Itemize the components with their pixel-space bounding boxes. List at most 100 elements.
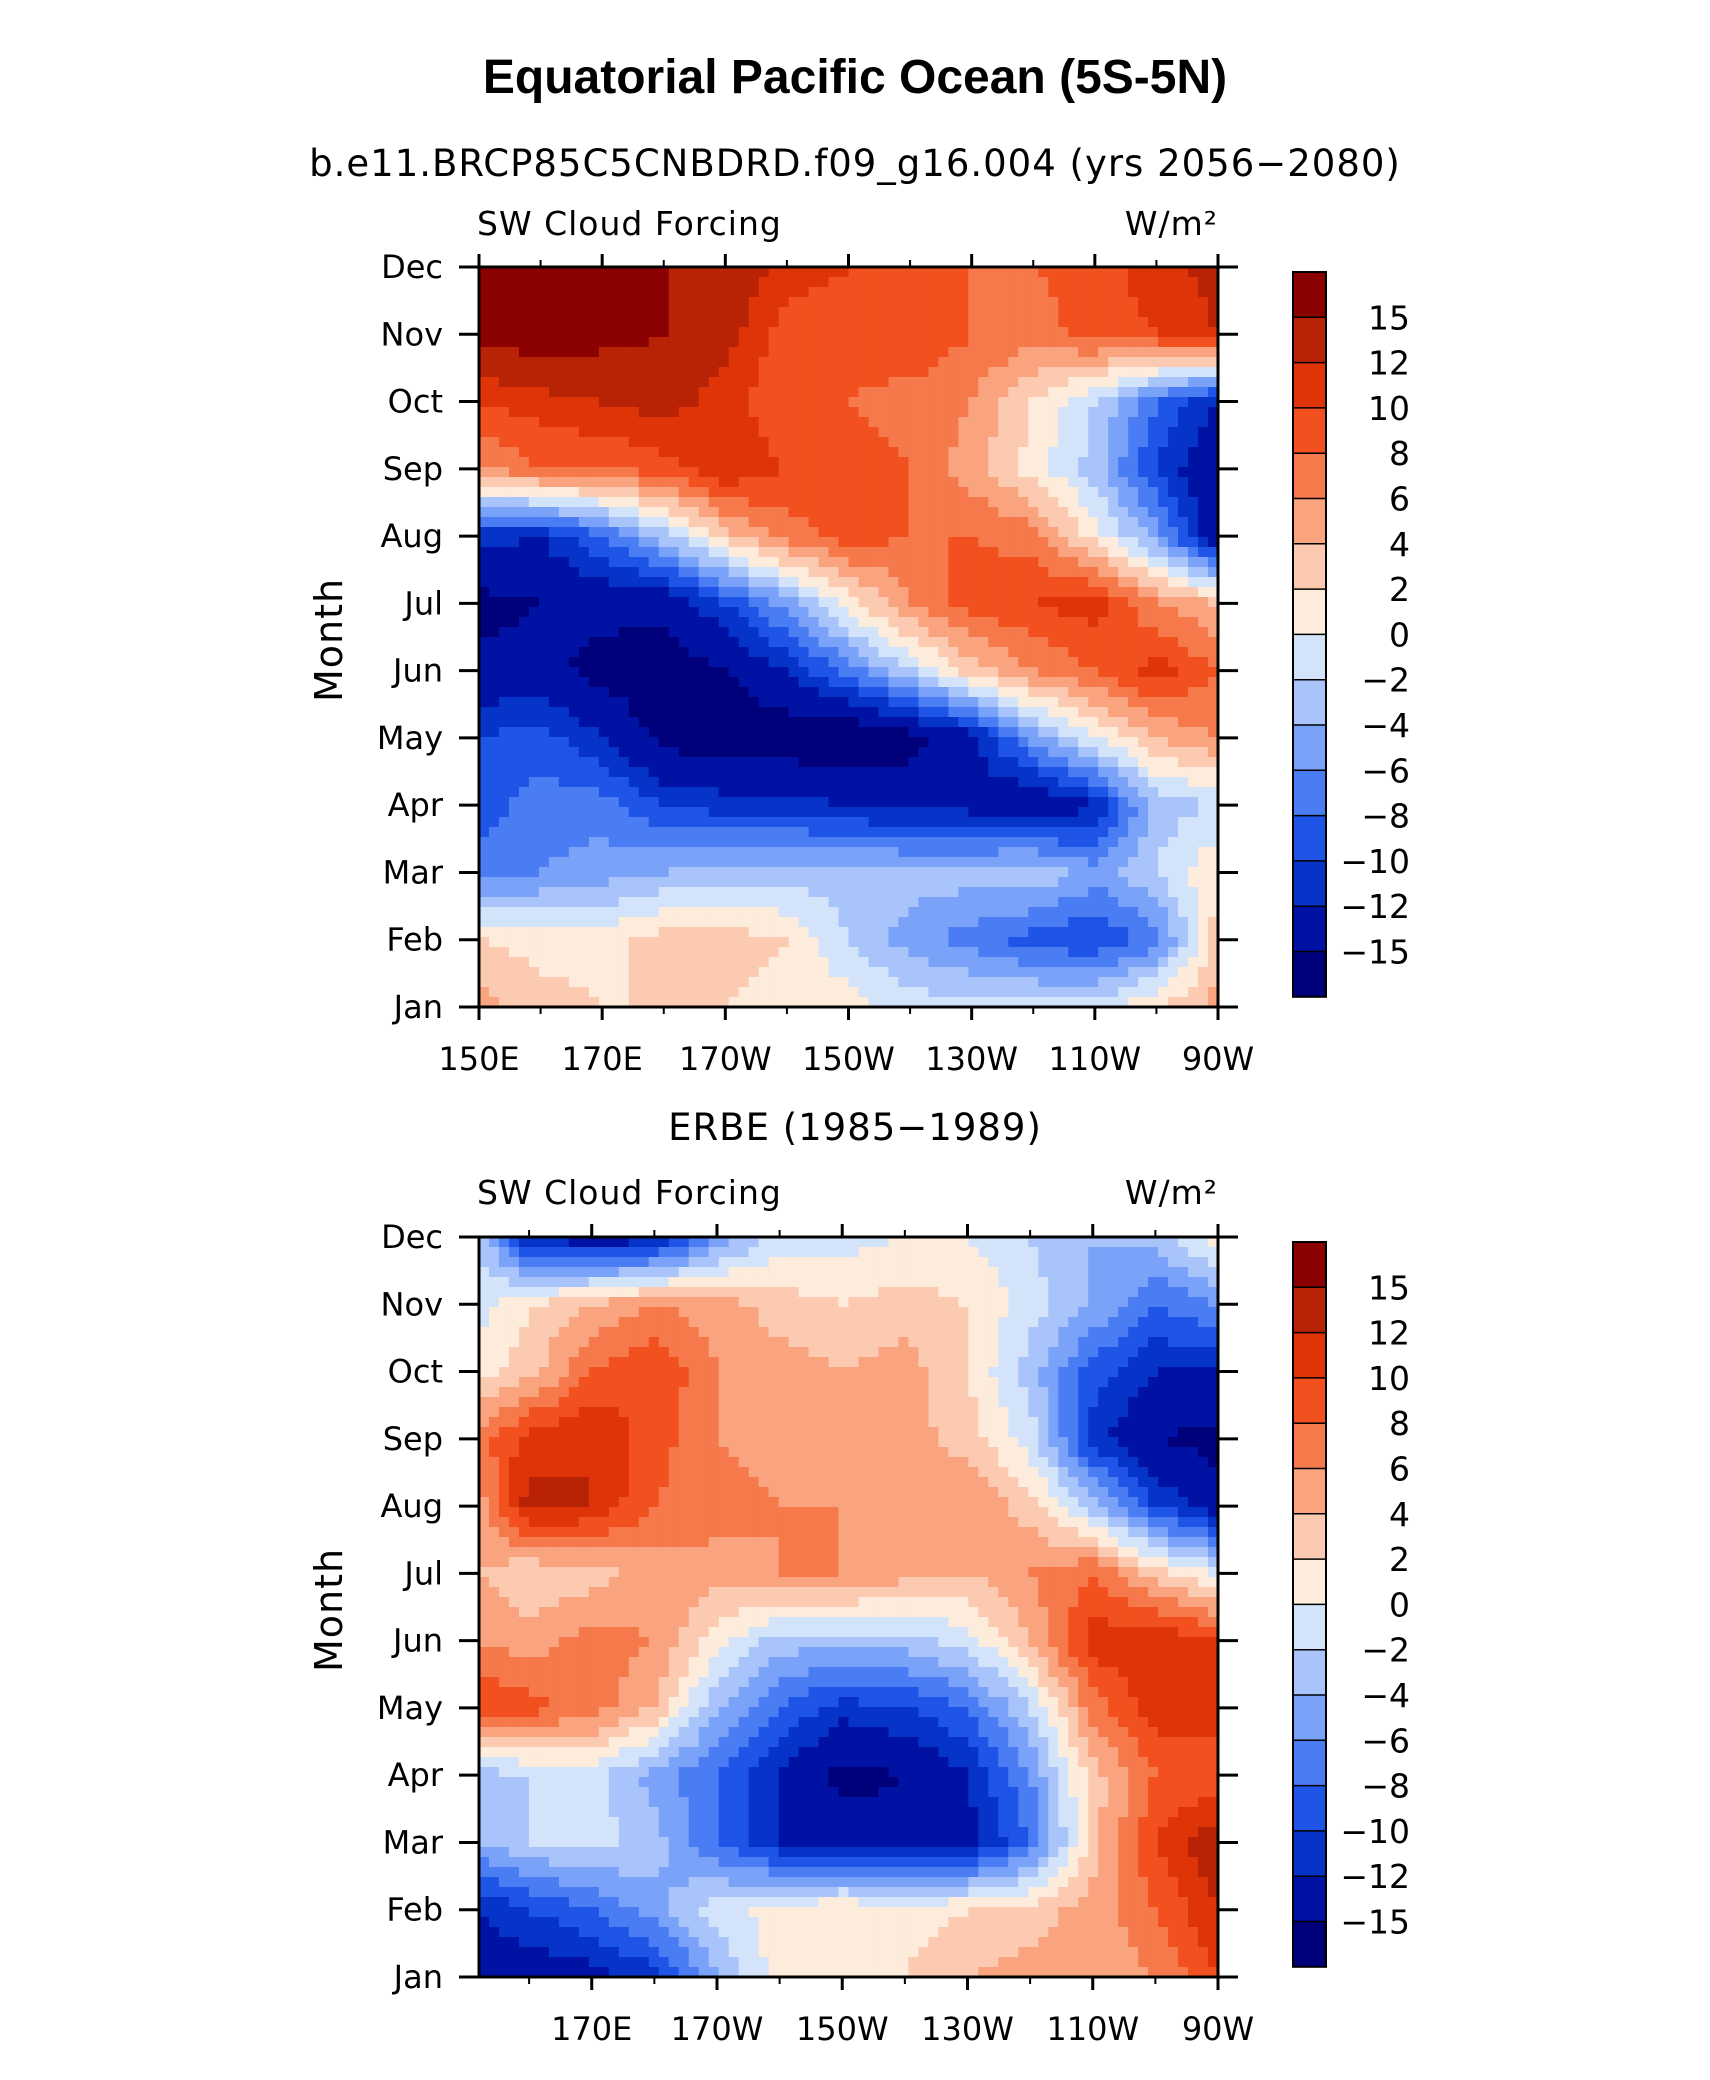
heatmap-cell: [708, 397, 720, 408]
heatmap-cell: [1168, 697, 1179, 708]
heatmap-cell: [708, 417, 720, 428]
heatmap-cell: [568, 737, 580, 748]
heatmap-cell: [548, 547, 560, 558]
heatmap-cell: [1188, 597, 1199, 608]
heatmap-cell: [1028, 547, 1039, 558]
heatmap-cell: [688, 777, 700, 788]
heatmap-cell: [698, 657, 710, 668]
heatmap-cell: [828, 857, 840, 868]
heatmap-cell: [498, 627, 510, 638]
heatmap-cell: [788, 887, 800, 898]
heatmap-cell: [598, 387, 610, 398]
heatmap-cell: [928, 687, 939, 698]
heatmap-cell: [1068, 867, 1079, 878]
heatmap-cell: [748, 707, 760, 718]
heatmap-cell: [828, 647, 840, 658]
heatmap-cell: [628, 877, 640, 888]
heatmap-cell: [798, 357, 810, 368]
heatmap-cell: [518, 387, 530, 398]
heatmap-cell: [968, 297, 979, 308]
heatmap-cell: [548, 907, 560, 918]
heatmap-cell: [788, 627, 800, 638]
heatmap-cell: [1168, 577, 1179, 588]
heatmap-cell: [1008, 267, 1019, 278]
heatmap-cell: [1208, 767, 1219, 778]
heatmap-cell: [868, 507, 880, 518]
heatmap-cell: [1208, 727, 1219, 738]
heatmap-cell: [1138, 867, 1149, 878]
heatmap-cell: [778, 767, 790, 778]
heatmap-cell: [958, 867, 969, 878]
heatmap-cell: [888, 287, 900, 298]
heatmap-cell: [958, 617, 969, 628]
heatmap-cell: [518, 437, 530, 448]
heatmap-cell: [738, 727, 750, 738]
heatmap-cell: [488, 817, 500, 828]
heatmap-cell: [648, 417, 660, 428]
heatmap-cell: [518, 687, 530, 698]
heatmap-cell: [838, 867, 850, 878]
heatmap-cell: [888, 307, 900, 318]
heatmap-cell: [648, 667, 660, 678]
heatmap-cell: [898, 447, 910, 458]
heatmap-cell: [868, 547, 880, 558]
heatmap-cell: [548, 317, 560, 328]
heatmap-cell: [1168, 617, 1179, 628]
heatmap-cell: [488, 787, 500, 798]
heatmap-cell: [808, 857, 820, 868]
heatmap-cell: [838, 737, 850, 748]
heatmap-cell: [568, 457, 580, 468]
heatmap-cell: [798, 267, 810, 278]
heatmap-cell: [808, 837, 820, 848]
heatmap-cell: [1188, 487, 1199, 498]
heatmap-cell: [1168, 857, 1179, 868]
heatmap-cell: [608, 477, 620, 488]
heatmap-cell: [1208, 367, 1219, 378]
heatmap-cell: [578, 537, 590, 548]
heatmap-cell: [838, 507, 850, 518]
heatmap-cell: [788, 357, 800, 368]
heatmap-cell: [938, 757, 949, 768]
heatmap-cell: [928, 887, 939, 898]
heatmap-cell: [648, 337, 660, 348]
heatmap-cell: [618, 397, 630, 408]
heatmap-cell: [888, 697, 900, 708]
heatmap-cell: [808, 357, 820, 368]
heatmap-cell: [968, 277, 979, 288]
heatmap-cell: [768, 337, 780, 348]
heatmap-cell: [1108, 467, 1119, 478]
heatmap-cell: [968, 547, 979, 558]
heatmap-cell: [1198, 337, 1209, 348]
heatmap-cell: [1178, 367, 1189, 378]
heatmap-cell: [568, 597, 580, 608]
heatmap-cell: [1098, 347, 1109, 358]
heatmap-cell: [818, 577, 830, 588]
heatmap-cell: [998, 557, 1009, 568]
heatmap-cell: [1128, 447, 1139, 458]
heatmap-cell: [968, 727, 979, 738]
heatmap-cell: [938, 597, 949, 608]
heatmap-cell: [808, 737, 820, 748]
heatmap-cell: [668, 287, 680, 298]
heatmap-cell: [738, 767, 750, 778]
heatmap-cell: [798, 757, 810, 768]
heatmap-cell: [968, 577, 979, 588]
heatmap-cell: [808, 407, 820, 418]
heatmap-cell: [1198, 347, 1209, 358]
heatmap-cell: [828, 827, 840, 838]
heatmap-cell: [628, 937, 640, 948]
heatmap-cell: [748, 777, 760, 788]
heatmap-cell: [778, 277, 790, 288]
heatmap-cell: [898, 547, 910, 558]
heatmap-cell: [988, 537, 999, 548]
heatmap-cell: [588, 627, 600, 638]
heatmap-cell: [1128, 697, 1139, 708]
heatmap-cell: [488, 777, 500, 788]
heatmap-cell: [1118, 517, 1129, 528]
heatmap-cell: [778, 537, 790, 548]
heatmap-cell: [718, 707, 730, 718]
heatmap-cell: [618, 587, 630, 598]
heatmap-cell: [1068, 467, 1079, 478]
heatmap-cell: [908, 447, 920, 458]
heatmap-cell: [1128, 767, 1139, 778]
